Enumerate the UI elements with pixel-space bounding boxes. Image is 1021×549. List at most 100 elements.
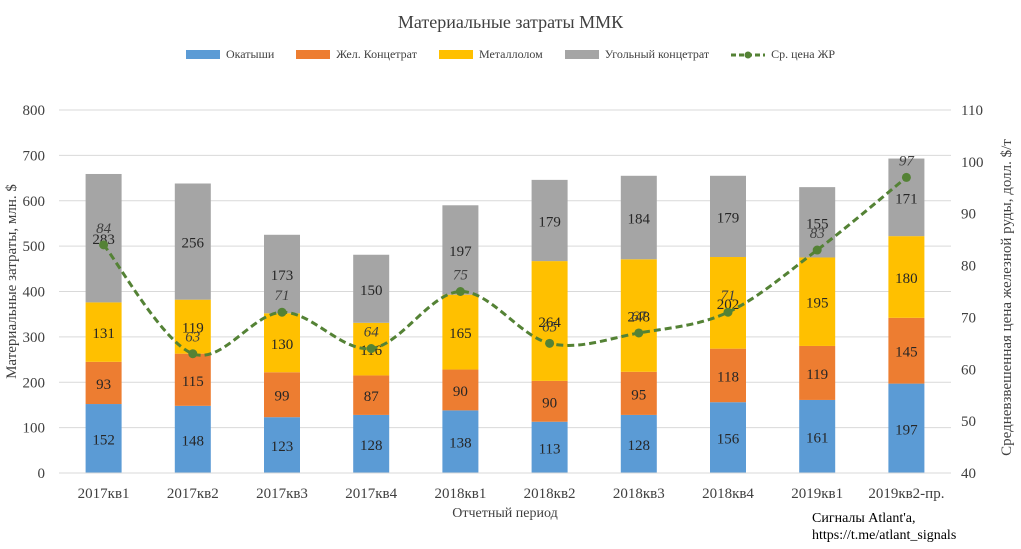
credit-line-1: Сигналы Atlant'a, [812,511,916,526]
y-tick-label: 100 [23,421,46,437]
legend-swatch-concentrate [296,50,331,59]
price-label: 71 [721,288,736,304]
bar-segment-pellets [710,402,746,473]
data-label-coal: 171 [895,191,918,207]
y2-axis-title: Средневзвешенная цена железной руды, дол… [999,139,1015,456]
data-label-concentrate: 90 [453,384,468,400]
legend-item-pellets: Окатыши [185,47,275,62]
x-tick-label: 2018кв4 [702,486,754,502]
bar-segment-pellets [174,405,211,473]
bar-segment-concentrate [353,375,390,415]
price-point [812,245,822,255]
data-label-concentrate: 95 [631,387,646,403]
bar-segment-scrap [888,236,925,318]
y2-tick-label: 110 [961,103,983,119]
data-label-scrap: 180 [895,271,918,287]
credit-text: Сигналы Atlant'a, https://t.me/atlant_si… [812,510,956,544]
bar-segment-scrap [799,257,836,346]
legend-label-pellets: Окатыши [225,47,275,61]
price-point [901,172,911,182]
data-label-scrap: 130 [271,337,294,353]
data-label-scrap: 248 [628,310,651,326]
price-label: 83 [810,226,825,242]
price-label: 84 [96,221,112,237]
credit-line-2: https://t.me/atlant_signals [812,528,957,543]
price-point [188,349,198,359]
data-label-pellets: 197 [895,422,918,438]
bar-segment-coal [264,234,300,314]
x-tick-label: 2017кв3 [256,486,308,502]
x-tick-label: 2019кв1 [791,486,843,502]
bar-segment-pellets [85,404,122,473]
data-label-scrap: 264 [538,315,561,331]
legend-label-price: Ср. цена ЖР [771,47,836,61]
x-tick-label: 2018кв1 [434,486,486,502]
price-label: 64 [364,325,380,341]
legend-label-scrap: Металлолом [478,47,543,61]
data-label-pellets: 138 [449,436,472,452]
data-label-concentrate: 119 [806,367,828,383]
data-label-coal: 150 [360,283,383,299]
bar-segment-concentrate [531,380,568,422]
bar-segment-scrap [85,302,122,362]
bar-segment-scrap [710,257,746,349]
bar-segment-coal [531,179,568,262]
y-tick-label: 700 [23,148,46,164]
price-point [634,328,644,338]
x-tick-label: 2018кв2 [524,486,576,502]
data-label-concentrate: 99 [275,389,290,405]
y2-tick-label: 90 [961,207,976,223]
legend-item-scrap: Металлолом [438,47,543,62]
price-point [277,307,287,317]
y2-tick-label: 40 [961,466,976,482]
data-label-scrap: 119 [182,321,204,337]
data-label-coal: 197 [449,244,472,260]
bar-segment-concentrate [442,369,479,411]
price-label: 75 [453,268,469,284]
bar-segment-concentrate [888,317,925,384]
data-label-pellets: 148 [182,433,205,449]
bar-segment-concentrate [710,348,746,403]
legend-swatch-pellets [185,50,220,59]
y-tick-label: 500 [23,239,46,255]
bar-segment-scrap [620,259,657,372]
bar-segment-concentrate [620,371,657,415]
bar-segment-pellets [620,414,657,473]
bar-segment-scrap [264,313,300,373]
data-label-coal: 256 [182,236,205,252]
data-label-concentrate: 90 [542,395,557,411]
data-label-concentrate: 93 [96,377,111,393]
y2-tick-label: 70 [961,310,976,326]
data-label-coal: 173 [271,268,294,284]
y-tick-label: 600 [23,194,46,210]
bar-segment-concentrate [174,353,211,406]
legend-swatch-coal [564,50,599,59]
data-label-pellets: 161 [806,430,829,446]
y-tick-label: 0 [38,466,46,482]
data-label-coal: 184 [628,212,651,228]
data-label-pellets: 113 [539,441,561,457]
data-label-concentrate: 115 [182,374,204,390]
x-tick-label: 2017кв1 [78,486,130,502]
bar-segment-pellets [264,417,300,473]
price-label: 63 [185,330,200,346]
legend-item-price: Ср. цена ЖР [731,47,835,62]
bar-segment-pellets [888,383,925,473]
bar-segment-concentrate [799,345,836,400]
bar-segment-coal [442,205,479,295]
price-label: 71 [275,288,290,304]
bar-segment-pellets [531,421,568,473]
price-point [99,240,109,250]
y-tick-label: 400 [23,285,46,301]
bar-segment-coal [620,175,657,260]
data-label-pellets: 128 [628,438,651,454]
chart-title: Материальные затраты ММК [397,12,624,32]
y-axis-title: Материальные затраты, млн. $ [4,184,20,379]
legend-label-coal: Угольный концетрат [604,47,710,61]
y-tick-label: 300 [23,330,46,346]
legend-item-concentrate: Жел. Концетрат [296,47,417,62]
bar-segment-coal [85,173,122,303]
data-label-scrap: 195 [806,296,829,312]
price-point [366,344,376,354]
